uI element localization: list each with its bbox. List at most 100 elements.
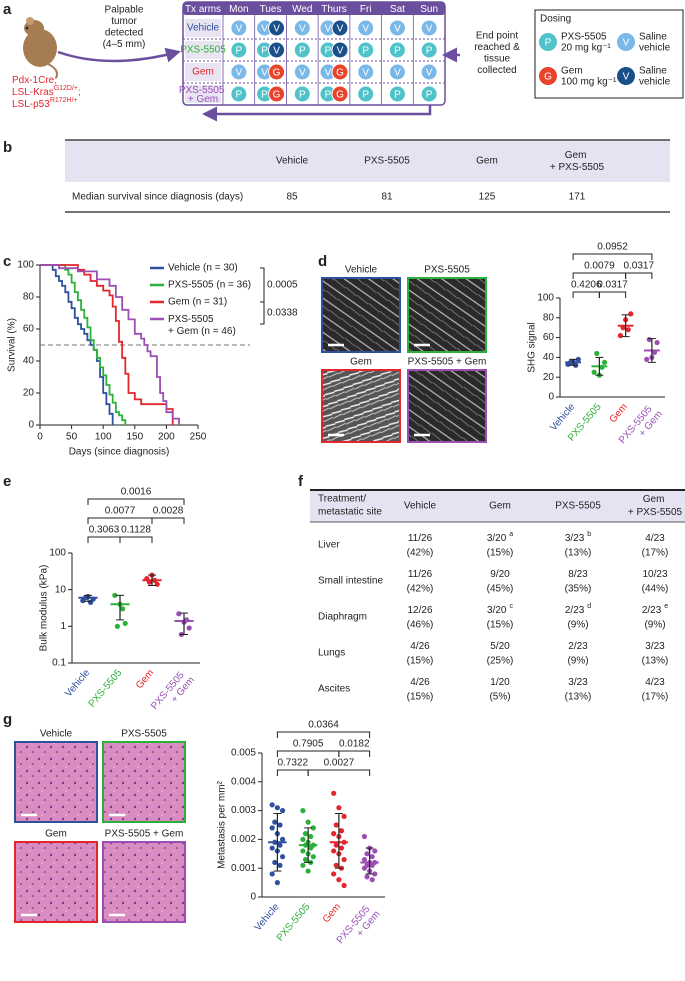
dose-circle [331,85,349,103]
y-axis-label: Bulk modulus (kPa) [39,565,50,652]
micrograph [14,841,98,923]
dose-text: PXS-5505 [561,32,607,43]
loop-arrow [202,105,432,122]
bracket [572,253,653,260]
schedule-header-label: Thurs [321,4,347,15]
arm-cell [185,63,221,81]
dose-label: V [261,68,268,79]
data-point [601,359,608,365]
legend-label: Gem (n = 31) [168,297,227,308]
schedule-frame [182,1,446,106]
dose-symbol [617,67,635,85]
data-point [279,836,286,843]
count: 3/23 [565,533,585,544]
dose-text: vehicle [639,77,671,88]
cell-count: 1/20 [490,677,510,688]
data-point [369,877,375,883]
bracket [87,498,185,505]
dose-label: P [325,90,332,101]
cell-pct: (42%) [407,584,434,595]
y-axis-label: Survival (%) [7,318,18,372]
x-tick-label: Gem [608,402,630,426]
data-point [300,836,306,843]
data-point [176,611,182,617]
table-header: Gem [489,501,511,512]
y-tick-label: 20 [543,372,555,383]
legend-label: Vehicle (n = 30) [168,263,238,274]
data-point [277,842,283,848]
cell-pct: (13%) [565,692,592,703]
data-point [594,350,600,357]
cell-pct: (46%) [407,620,434,631]
cell-pct: (15%) [487,620,514,631]
bracket [276,750,340,757]
y-tick-label: 100 [49,548,66,559]
x-tick-label: 100 [95,432,112,443]
detected-text: Palpable [105,5,144,16]
cell-pct: (17%) [642,692,669,703]
dose-text: Saline [639,66,667,77]
data-point [269,845,275,851]
cell-count: 9/20 [490,569,510,580]
x-tick-label: Gem [134,668,156,692]
cell-count: 5/20 [490,641,510,652]
dose-circle [388,41,406,59]
data-point [300,862,306,868]
table-cell: 81 [381,192,393,203]
table-header: Gem + PXS-5505 [628,494,683,518]
dose-circle [230,85,248,103]
count: 9/20 [490,569,510,580]
data-point [333,822,339,828]
footnote: b [587,531,591,538]
dose-label: P [325,46,332,57]
bracket [87,536,121,543]
dose-label: V [273,46,280,57]
dose-symbol-label: V [623,38,630,49]
dose-label: V [426,24,433,35]
image-label: Gem [350,357,372,368]
end-point-text: collected [477,65,516,76]
data-point [300,808,306,814]
dose-circle [230,41,248,59]
dose-label: P [362,46,369,57]
genotype-label: LSL-p53R172H/+ [12,97,78,110]
cell-count: 4/23 [645,677,665,688]
dose-circle [388,19,406,37]
micrograph [407,369,487,443]
cell-pct: (25%) [487,656,514,667]
dosing-box [534,9,684,99]
data-point [274,805,280,811]
p-value: 0.0317 [597,280,628,291]
bracket [87,517,153,524]
count: 4/26 [410,641,430,652]
dose-label: V [362,68,369,79]
dose-circle [268,85,286,103]
bracket [625,272,653,279]
data-point [591,369,597,375]
dose-label: V [236,68,243,79]
dose-label: P [362,90,369,101]
cell-pct: (45%) [487,584,514,595]
panel-letter: b [3,139,12,156]
bracket [276,731,371,738]
y-tick-label: 0.1 [52,658,66,669]
p-value: 0.0182 [339,739,370,750]
dose-circle [357,19,375,37]
cell-pct: (15%) [407,656,434,667]
site-label: Small intestine [318,576,383,587]
dose-circle [293,63,311,81]
dose-circle [230,19,248,37]
dose-label: P [299,46,306,57]
text-line: PXS-5505 [179,85,227,96]
count: 8/23 [568,569,588,580]
image-label: PXS-5505 [121,729,167,740]
cell-count: 2/23 d [565,603,591,616]
cell-pct: (13%) [565,548,592,559]
y-tick-label: 0.003 [231,805,256,816]
cell-pct: (9%) [567,620,588,631]
dose-symbol [539,33,557,51]
micrograph [14,741,98,823]
p-value: 0.0077 [105,506,136,517]
data-point [272,819,278,825]
text-line: + PXS-5505 [628,507,683,518]
